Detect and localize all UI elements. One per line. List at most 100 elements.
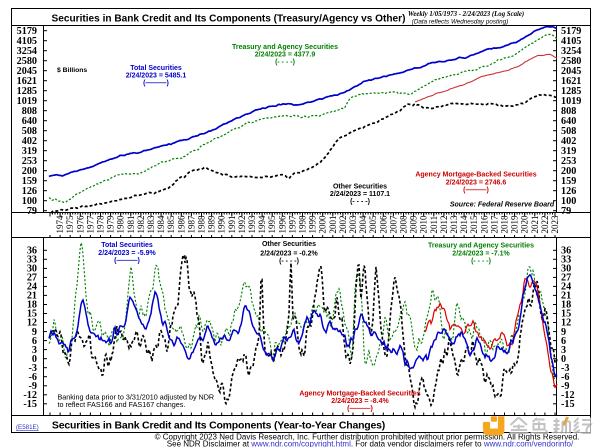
svg-text:Treasury and Agency Securities: Treasury and Agency Securities — [232, 44, 338, 51]
svg-text:5179: 5179 — [17, 26, 37, 37]
svg-text:See NDR Disclaimer at www.ndr.: See NDR Disclaimer at www.ndr.com/copyri… — [167, 439, 574, 447]
svg-text:2009: 2009 — [409, 215, 419, 234]
svg-text:79: 79 — [561, 206, 571, 217]
svg-text:2006: 2006 — [378, 215, 388, 234]
svg-text:3254: 3254 — [561, 46, 581, 57]
svg-text:Other Securities: Other Securities — [333, 184, 387, 191]
svg-text:(- - - -): (- - - -) — [279, 258, 299, 265]
svg-text:2/24/2023 = 5485.1: 2/24/2023 = 5485.1 — [126, 73, 187, 80]
svg-text:1997: 1997 — [287, 215, 297, 234]
svg-text:1987: 1987 — [186, 215, 196, 234]
svg-text:2/24/2023 = -8.4%: 2/24/2023 = -8.4% — [331, 398, 389, 405]
svg-text:© Copyright 2023 Ned Davis Res: © Copyright 2023 Ned Davis Research, Inc… — [155, 433, 580, 442]
svg-text:402: 402 — [22, 136, 37, 147]
svg-text:-15: -15 — [561, 399, 575, 410]
svg-text:30: 30 — [27, 264, 37, 275]
svg-text:1285: 1285 — [17, 86, 37, 97]
svg-text:to reflect FAS166 and FAS167 c: to reflect FAS166 and FAS167 changes. — [58, 400, 186, 409]
svg-text:0: 0 — [32, 354, 37, 365]
svg-text:1978: 1978 — [96, 215, 106, 234]
svg-text:1019: 1019 — [17, 96, 37, 107]
svg-text:1621: 1621 — [17, 76, 37, 87]
svg-text:1992: 1992 — [237, 216, 247, 234]
svg-text:79: 79 — [27, 206, 37, 217]
svg-text:2012: 2012 — [439, 216, 449, 234]
svg-text:$ Billions: $ Billions — [57, 67, 87, 74]
svg-text:-12: -12 — [561, 390, 575, 401]
svg-text:(———): (———) — [463, 187, 489, 194]
svg-text:(- - - -): (- - - -) — [275, 59, 295, 66]
svg-text:1989: 1989 — [207, 215, 217, 234]
svg-text:(———): (———) — [347, 406, 373, 413]
svg-text:-12: -12 — [23, 390, 37, 401]
svg-text:-9: -9 — [561, 381, 570, 392]
svg-text:2007: 2007 — [388, 215, 398, 234]
svg-text:9: 9 — [32, 327, 37, 338]
svg-text:33: 33 — [27, 255, 37, 266]
svg-text:Securities in Bank Credit and: Securities in Bank Credit and Its Compon… — [52, 420, 385, 432]
svg-text:4105: 4105 — [561, 36, 581, 47]
svg-text:0: 0 — [561, 354, 566, 365]
svg-text:2005: 2005 — [368, 215, 378, 234]
svg-text:1979: 1979 — [106, 215, 116, 234]
svg-text:3254: 3254 — [17, 46, 37, 57]
svg-text:2/24/2023 = 2746.6: 2/24/2023 = 2746.6 — [446, 180, 507, 187]
svg-text:2003: 2003 — [348, 215, 358, 234]
svg-text:100: 100 — [22, 196, 37, 207]
svg-text:2018: 2018 — [500, 215, 510, 234]
svg-text:Treasury and Agency Securities: Treasury and Agency Securities — [428, 243, 534, 250]
svg-text:2001: 2001 — [328, 216, 338, 234]
svg-text:Source: Federal Reserve Board: Source: Federal Reserve Board — [450, 202, 555, 209]
svg-text:808: 808 — [22, 106, 37, 117]
svg-text:1975: 1975 — [65, 215, 75, 234]
svg-text:18: 18 — [27, 300, 37, 311]
svg-text:36: 36 — [561, 246, 571, 257]
svg-text:-15: -15 — [23, 399, 37, 410]
svg-text:15: 15 — [561, 309, 571, 320]
svg-text:30: 30 — [561, 264, 571, 275]
svg-text:Weekly 1/05/1973 - 2/24/2023 (: Weekly 1/05/1973 - 2/24/2023 (Log Scale) — [408, 11, 524, 18]
svg-text:2022: 2022 — [540, 216, 550, 234]
svg-text:2017: 2017 — [489, 215, 499, 234]
svg-text:2045: 2045 — [17, 66, 37, 77]
svg-text:(- - - -): (- - - -) — [471, 258, 491, 265]
svg-text:12: 12 — [561, 318, 571, 329]
svg-text:33: 33 — [561, 255, 571, 266]
svg-text:2/24/2023 = 1107.1: 2/24/2023 = 1107.1 — [330, 191, 390, 198]
svg-text:1285: 1285 — [561, 86, 581, 97]
svg-text:2/24/2023 = 4377.9: 2/24/2023 = 4377.9 — [255, 52, 316, 59]
svg-text:640: 640 — [22, 116, 37, 127]
svg-text:508: 508 — [561, 126, 576, 137]
svg-text:27: 27 — [27, 273, 37, 284]
svg-text:2/24/2023 = -7.1%: 2/24/2023 = -7.1% — [452, 251, 510, 258]
svg-text:640: 640 — [561, 116, 576, 127]
svg-text:(- - - -): (- - - -) — [350, 199, 370, 206]
svg-text:(E581E): (E581E) — [16, 424, 39, 431]
svg-text:(———): (———) — [114, 258, 140, 265]
svg-text:2020: 2020 — [520, 215, 530, 234]
svg-text:1984: 1984 — [156, 215, 166, 234]
svg-text:1974: 1974 — [55, 215, 65, 234]
svg-text:200: 200 — [22, 166, 37, 177]
svg-text:1976: 1976 — [75, 215, 85, 234]
svg-text:(Data reflects Wednesday posti: (Data reflects Wednesday posting) — [412, 18, 508, 25]
svg-text:18: 18 — [561, 300, 571, 311]
svg-text:1995: 1995 — [267, 215, 277, 234]
svg-text:253: 253 — [22, 156, 37, 167]
svg-text:36: 36 — [27, 246, 37, 257]
svg-text:2019: 2019 — [510, 215, 520, 234]
svg-text:1980: 1980 — [116, 215, 126, 234]
svg-text:2045: 2045 — [561, 66, 581, 77]
svg-text:-6: -6 — [561, 372, 570, 383]
svg-text:3: 3 — [32, 345, 37, 356]
svg-text:24: 24 — [561, 282, 571, 293]
svg-text:319: 319 — [561, 146, 576, 157]
svg-text:12: 12 — [27, 318, 37, 329]
svg-text:2/24/2023 = -5.9%: 2/24/2023 = -5.9% — [98, 250, 156, 257]
svg-text:2014: 2014 — [459, 215, 469, 234]
svg-text:2010: 2010 — [419, 215, 429, 234]
svg-text:1991: 1991 — [227, 216, 237, 234]
svg-text:2011: 2011 — [429, 216, 439, 234]
svg-text:200: 200 — [561, 166, 576, 177]
svg-text:3: 3 — [561, 345, 566, 356]
